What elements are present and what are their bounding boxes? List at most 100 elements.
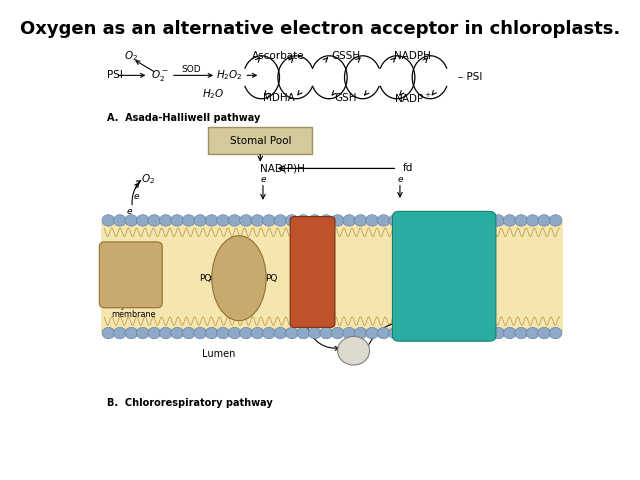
Text: PSI: PSI: [107, 71, 123, 80]
Circle shape: [148, 327, 161, 339]
Text: $b_6f$: $b_6f$: [305, 273, 321, 286]
FancyBboxPatch shape: [99, 242, 163, 308]
Text: PSI: PSI: [432, 270, 456, 283]
Circle shape: [538, 327, 550, 339]
Circle shape: [113, 327, 126, 339]
Circle shape: [205, 327, 218, 339]
Circle shape: [481, 327, 493, 339]
Circle shape: [388, 215, 401, 226]
Text: $O_2$: $O_2$: [124, 49, 138, 63]
Circle shape: [274, 215, 287, 226]
Circle shape: [343, 327, 356, 339]
Text: GSH: GSH: [334, 93, 357, 103]
Text: PC: PC: [348, 346, 360, 355]
Circle shape: [297, 215, 310, 226]
Circle shape: [526, 327, 539, 339]
Circle shape: [412, 215, 424, 226]
Circle shape: [262, 215, 275, 226]
Circle shape: [182, 327, 195, 339]
Circle shape: [297, 327, 310, 339]
Circle shape: [332, 327, 344, 339]
Circle shape: [526, 215, 539, 226]
Circle shape: [136, 327, 149, 339]
Circle shape: [423, 215, 436, 226]
Text: $O_2^-$: $O_2^-$: [151, 68, 169, 83]
Text: PQ: PQ: [265, 274, 277, 283]
Circle shape: [337, 336, 369, 365]
Text: $H_2O_2$: $H_2O_2$: [216, 69, 243, 82]
Text: Cyt: Cyt: [305, 264, 321, 273]
Text: A.  Asada-Halliwell pathway: A. Asada-Halliwell pathway: [107, 113, 260, 123]
Circle shape: [481, 215, 493, 226]
Circle shape: [400, 215, 413, 226]
Circle shape: [125, 215, 138, 226]
Ellipse shape: [212, 236, 266, 321]
Circle shape: [412, 327, 424, 339]
Circle shape: [458, 327, 470, 339]
FancyBboxPatch shape: [102, 222, 563, 332]
Circle shape: [469, 215, 482, 226]
Circle shape: [332, 215, 344, 226]
Text: B.  Chlororespiratory pathway: B. Chlororespiratory pathway: [107, 398, 273, 408]
Circle shape: [159, 327, 172, 339]
FancyBboxPatch shape: [290, 216, 335, 327]
Circle shape: [388, 327, 401, 339]
Circle shape: [503, 327, 516, 339]
Text: membrane: membrane: [111, 310, 156, 319]
Text: MDHA: MDHA: [262, 93, 294, 103]
Circle shape: [308, 327, 321, 339]
Circle shape: [365, 327, 378, 339]
Circle shape: [136, 215, 149, 226]
Circle shape: [102, 327, 115, 339]
Circle shape: [228, 327, 241, 339]
Circle shape: [251, 215, 264, 226]
Text: Lumen: Lumen: [202, 348, 236, 359]
Text: – PSI: – PSI: [458, 72, 482, 82]
Circle shape: [435, 327, 447, 339]
Circle shape: [423, 327, 436, 339]
Text: Ascorbate: Ascorbate: [252, 51, 305, 61]
Text: Thylakoid: Thylakoid: [111, 301, 150, 311]
Text: e: e: [133, 192, 139, 201]
Circle shape: [171, 215, 184, 226]
Circle shape: [320, 327, 333, 339]
Circle shape: [217, 215, 230, 226]
Circle shape: [308, 215, 321, 226]
Text: NADP$^+$: NADP$^+$: [394, 92, 432, 105]
Circle shape: [102, 215, 115, 226]
Circle shape: [194, 327, 207, 339]
Circle shape: [377, 215, 390, 226]
Text: PTOX: PTOX: [115, 270, 147, 280]
Text: fd: fd: [403, 163, 413, 173]
Circle shape: [285, 327, 298, 339]
Text: $H_2O$: $H_2O$: [202, 87, 225, 101]
Text: Oxygen as an alternative electron acceptor in chloroplasts.: Oxygen as an alternative electron accept…: [20, 21, 620, 38]
Circle shape: [217, 327, 230, 339]
Text: e: e: [397, 175, 403, 184]
Circle shape: [194, 215, 207, 226]
Circle shape: [125, 327, 138, 339]
Circle shape: [113, 215, 126, 226]
Circle shape: [182, 215, 195, 226]
Text: e: e: [260, 175, 266, 184]
Circle shape: [458, 215, 470, 226]
Circle shape: [355, 327, 367, 339]
Circle shape: [355, 215, 367, 226]
Circle shape: [400, 327, 413, 339]
Text: GSSH: GSSH: [331, 51, 360, 61]
Circle shape: [365, 215, 378, 226]
Circle shape: [171, 327, 184, 339]
Circle shape: [228, 215, 241, 226]
Circle shape: [148, 215, 161, 226]
Circle shape: [446, 215, 459, 226]
Circle shape: [159, 215, 172, 226]
Circle shape: [515, 327, 527, 339]
Text: NADPH: NADPH: [394, 51, 431, 61]
Text: Ndh: Ndh: [227, 273, 251, 283]
FancyBboxPatch shape: [392, 211, 496, 341]
Text: $O_2$: $O_2$: [141, 172, 156, 186]
Circle shape: [549, 327, 562, 339]
Circle shape: [446, 327, 459, 339]
Circle shape: [262, 327, 275, 339]
Circle shape: [549, 215, 562, 226]
